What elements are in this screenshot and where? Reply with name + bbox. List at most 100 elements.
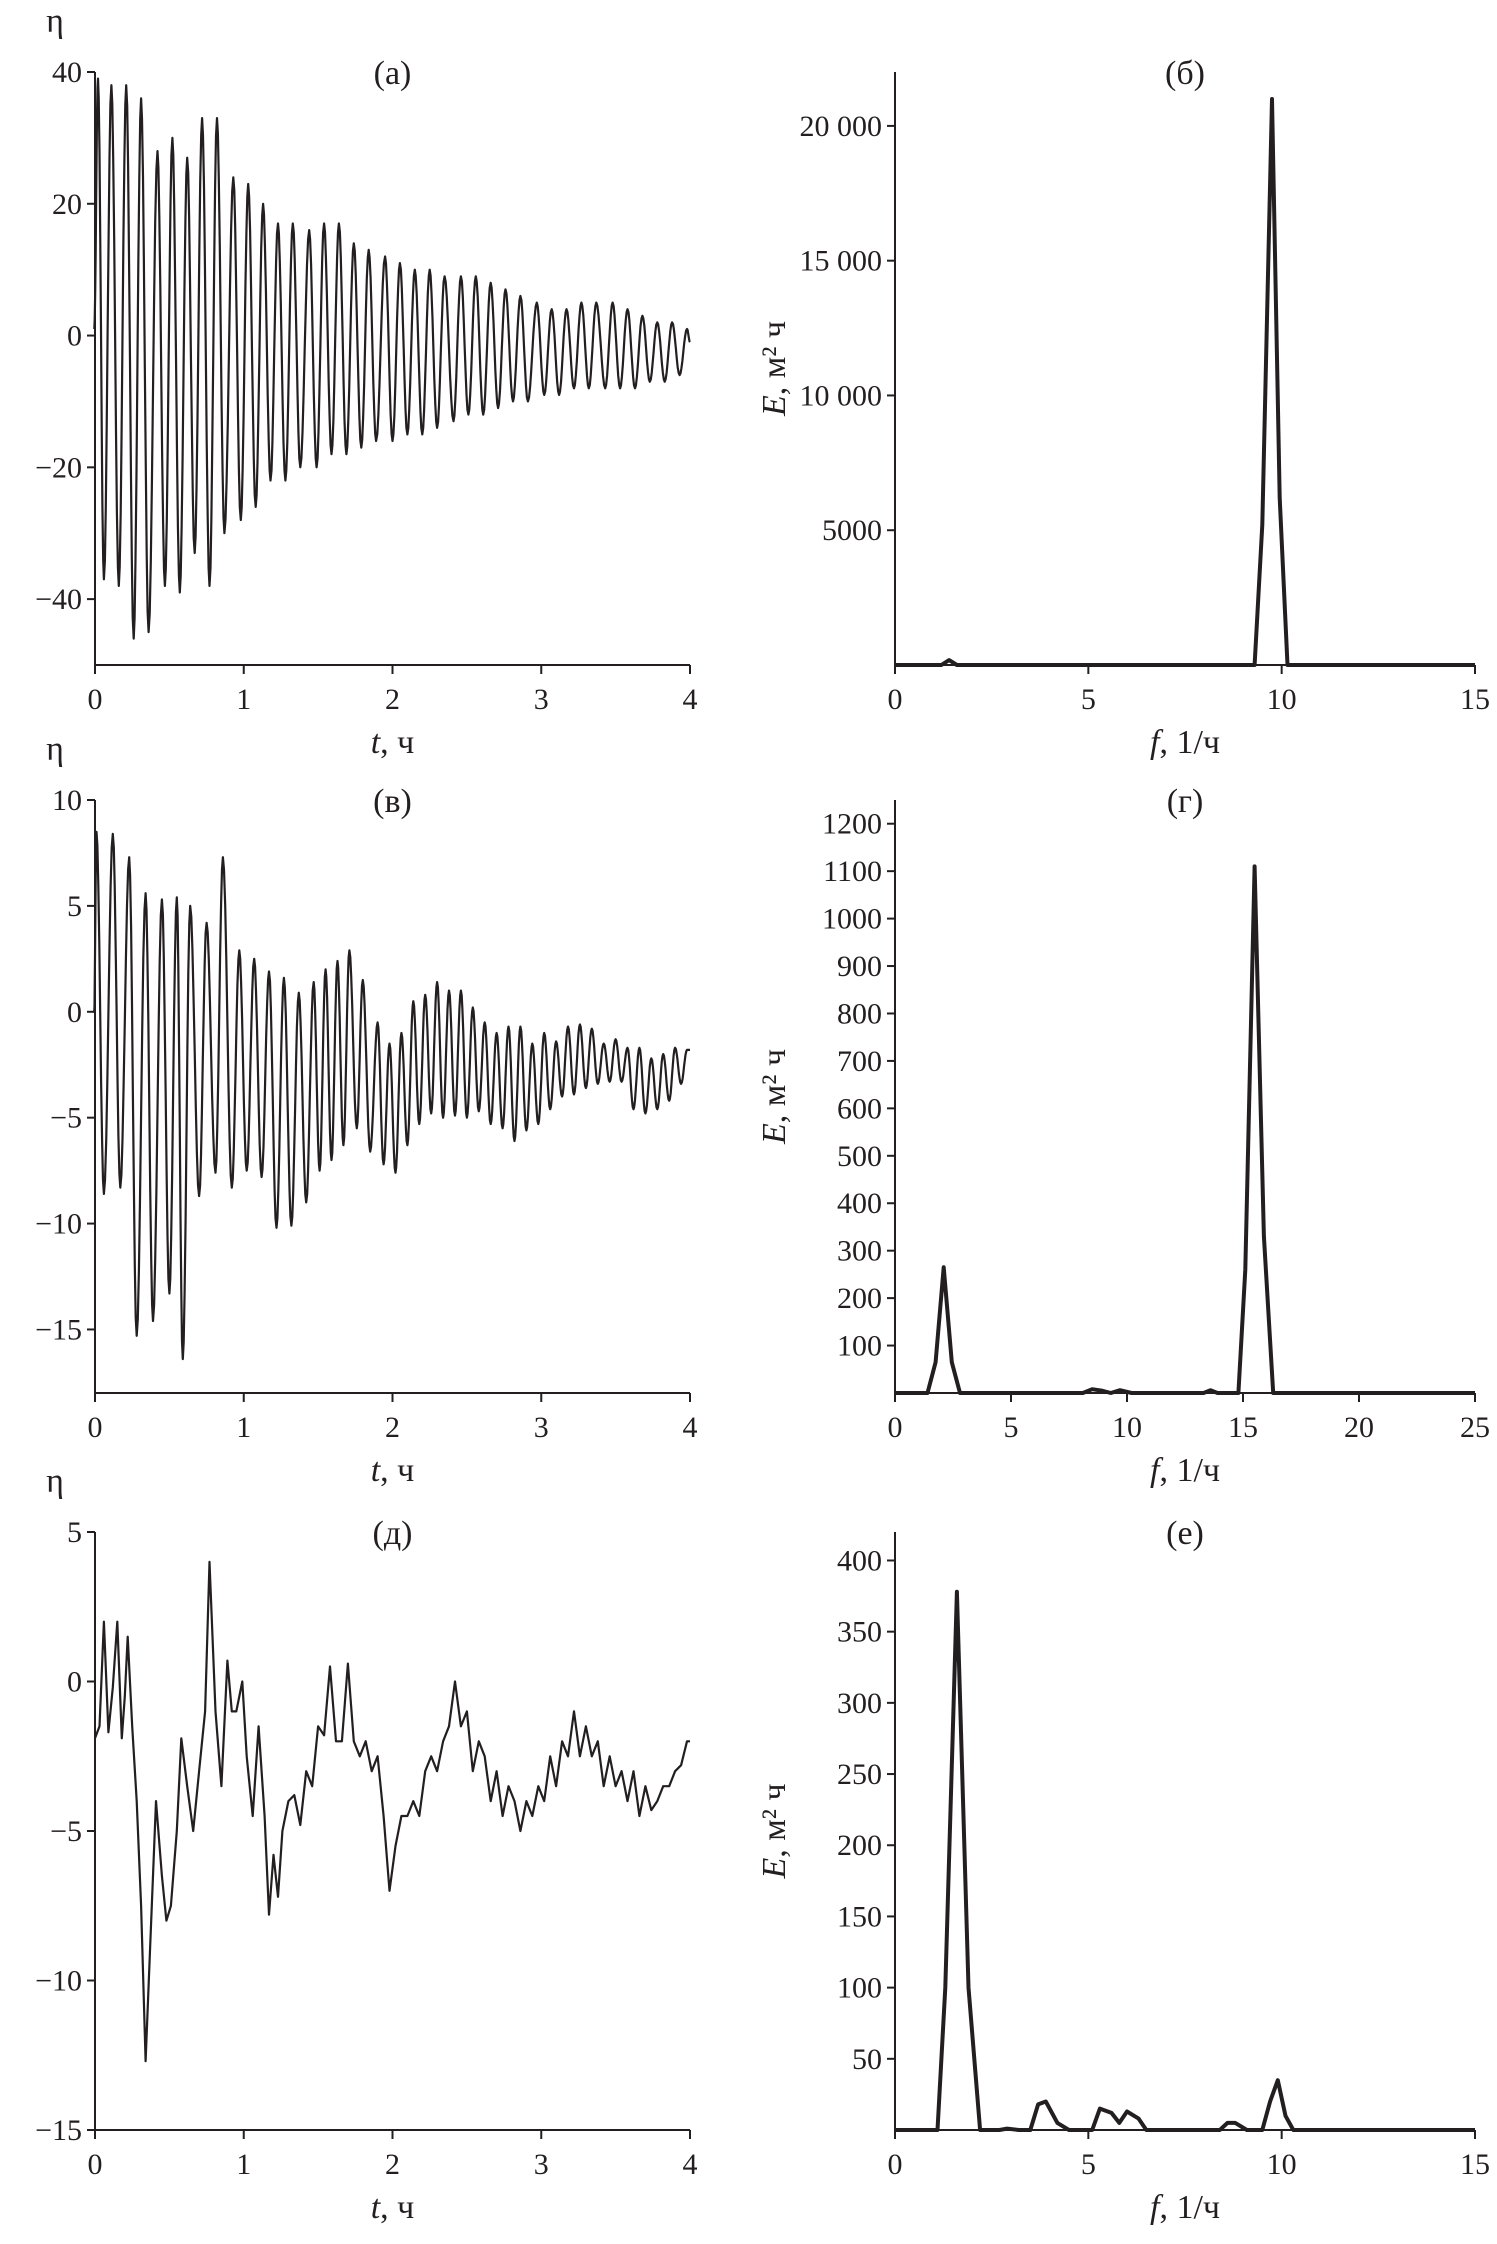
chart-a: 0 1 2 3 4 40 20 0 −20 −40 (а) t, ч η bbox=[35, 3, 697, 761]
x-axis-label: t, ч bbox=[371, 724, 415, 761]
panel-label: (б) bbox=[1165, 55, 1205, 92]
x-tick-label: 5 bbox=[1081, 2148, 1096, 2181]
x-tick-label: 4 bbox=[683, 1411, 698, 1444]
y-tick-label: 10 000 bbox=[800, 379, 883, 412]
x-axis-variable: t bbox=[371, 724, 382, 761]
x-tick-label: 3 bbox=[534, 683, 549, 716]
x-axis-variable: t bbox=[371, 2189, 382, 2226]
y-tick-label: 250 bbox=[837, 1758, 882, 1791]
x-tick-label: 1 bbox=[236, 683, 251, 716]
y-tick-label: −5 bbox=[50, 1102, 82, 1135]
y-tick-label: 1100 bbox=[823, 855, 882, 888]
y-tick-label: −10 bbox=[35, 1208, 82, 1241]
y-tick-label: 600 bbox=[837, 1092, 882, 1125]
y-tick-label: 40 bbox=[52, 56, 82, 89]
y-tick-label: 300 bbox=[837, 1235, 882, 1268]
y-tick-label: 20 000 bbox=[800, 110, 883, 143]
x-axis-unit: , 1/ч bbox=[1159, 1452, 1220, 1489]
x-axis-label: f, 1/ч bbox=[1150, 1452, 1220, 1489]
x-tick-label: 2 bbox=[385, 1411, 400, 1444]
series-line bbox=[93, 830, 691, 1361]
x-tick-label: 25 bbox=[1460, 1411, 1490, 1444]
panel-label: (е) bbox=[1166, 1515, 1204, 1552]
x-tick-label: 0 bbox=[88, 2148, 103, 2181]
y-tick-label: 0 bbox=[67, 996, 82, 1029]
series-line bbox=[93, 77, 691, 640]
y-tick-label: −5 bbox=[50, 1815, 82, 1848]
x-axis-variable: t bbox=[371, 1452, 382, 1489]
x-tick-label: 3 bbox=[534, 1411, 549, 1444]
chart-f: 0 5 10 15 50 100 150 200 250 300 350 400 (е) f, 1/ч E,… bbox=[756, 1515, 1490, 2226]
y-tick-label: 500 bbox=[837, 1140, 882, 1173]
chart-d: 0 5 10 15 20 25 100 200 300 400 500 600 700 800 900 100… bbox=[756, 783, 1490, 1489]
x-tick-label: 1 bbox=[236, 2148, 251, 2181]
y-tick-label: 100 bbox=[837, 1972, 882, 2005]
x-tick-label: 10 bbox=[1267, 2148, 1297, 2181]
x-tick-label: 3 bbox=[534, 2148, 549, 2181]
panel-label: (а) bbox=[374, 55, 412, 92]
x-tick-label: 0 bbox=[88, 683, 103, 716]
y-axis-label: η bbox=[46, 3, 64, 40]
x-axis-label: t, ч bbox=[371, 2189, 415, 2226]
y-axis-unit: , м² ч bbox=[756, 1783, 793, 1857]
x-tick-label: 5 bbox=[1004, 1411, 1019, 1444]
x-tick-label: 15 bbox=[1228, 1411, 1258, 1444]
y-tick-label: 10 bbox=[52, 784, 82, 817]
x-axis-unit: , ч bbox=[380, 1452, 414, 1489]
panel-label: (в) bbox=[373, 783, 412, 820]
panel-label: (г) bbox=[1167, 783, 1204, 820]
y-axis-variable: E bbox=[756, 1858, 793, 1880]
y-tick-label: −15 bbox=[35, 2114, 82, 2147]
series-line bbox=[895, 864, 1475, 1395]
y-axis-label: η bbox=[46, 1463, 64, 1500]
y-tick-label: 5 bbox=[67, 890, 82, 923]
y-axis-unit: , м² ч bbox=[756, 321, 793, 395]
y-tick-label: 900 bbox=[837, 950, 882, 983]
y-tick-label: 5 bbox=[67, 1516, 82, 1549]
x-axis-label: f, 1/ч bbox=[1150, 724, 1220, 761]
x-tick-label: 4 bbox=[683, 2148, 698, 2181]
y-tick-label: 1000 bbox=[822, 903, 882, 936]
x-axis-label: t, ч bbox=[371, 1452, 415, 1489]
chart-c: 0 1 2 3 4 10 5 0 −5 −10 −15 (в) t, ч η bbox=[35, 731, 697, 1489]
y-tick-label: −40 bbox=[35, 583, 82, 616]
x-tick-label: 5 bbox=[1081, 683, 1096, 716]
y-tick-label: 100 bbox=[837, 1330, 882, 1363]
y-tick-label: 1200 bbox=[822, 808, 882, 841]
x-tick-label: 1 bbox=[236, 1411, 251, 1444]
x-tick-label: 20 bbox=[1344, 1411, 1374, 1444]
y-tick-label: 300 bbox=[837, 1687, 882, 1720]
y-tick-label: 400 bbox=[837, 1544, 882, 1577]
x-tick-label: 4 bbox=[683, 683, 698, 716]
y-axis-label: η bbox=[46, 731, 64, 768]
panel-label: (д) bbox=[373, 1515, 413, 1552]
y-tick-label: 150 bbox=[837, 1900, 882, 1933]
y-axis-unit: , м² ч bbox=[756, 1049, 793, 1123]
x-axis-unit: , ч bbox=[380, 724, 414, 761]
x-tick-label: 0 bbox=[888, 683, 903, 716]
y-tick-label: 0 bbox=[67, 1666, 82, 1699]
y-tick-label: 200 bbox=[837, 1282, 882, 1315]
chart-e: 0 1 2 3 4 5 0 −5 −10 −15 (д) t, ч η bbox=[35, 1463, 697, 2226]
y-tick-label: 800 bbox=[837, 997, 882, 1030]
y-tick-label: −15 bbox=[35, 1313, 82, 1346]
x-tick-label: 2 bbox=[385, 2148, 400, 2181]
y-axis-label: E, м² ч bbox=[756, 1783, 793, 1879]
x-tick-label: 10 bbox=[1267, 683, 1297, 716]
y-tick-label: 700 bbox=[837, 1045, 882, 1078]
x-tick-label: 0 bbox=[88, 1411, 103, 1444]
y-tick-label: 0 bbox=[67, 320, 82, 353]
y-tick-label: −20 bbox=[35, 451, 82, 484]
y-tick-label: 400 bbox=[837, 1187, 882, 1220]
x-axis-unit: , 1/ч bbox=[1159, 724, 1220, 761]
x-axis-label: f, 1/ч bbox=[1150, 2189, 1220, 2226]
y-axis-variable: E bbox=[756, 395, 793, 417]
x-tick-label: 15 bbox=[1460, 2148, 1490, 2181]
y-axis-label: E, м² ч bbox=[756, 321, 793, 417]
x-axis-unit: , 1/ч bbox=[1159, 2189, 1220, 2226]
x-tick-label: 15 bbox=[1460, 683, 1490, 716]
x-tick-label: 0 bbox=[888, 2148, 903, 2181]
y-axis-label: E, м² ч bbox=[756, 1049, 793, 1145]
series-line bbox=[895, 1589, 1475, 2132]
